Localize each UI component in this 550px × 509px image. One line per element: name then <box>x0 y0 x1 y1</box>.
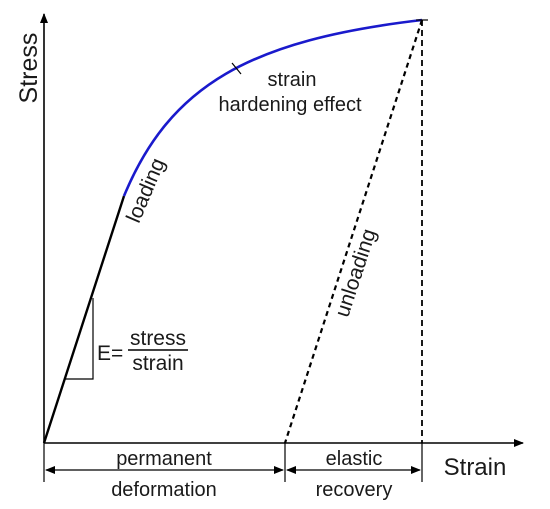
modulus-denominator: strain <box>132 352 183 375</box>
modulus-numerator: stress <box>130 327 186 350</box>
loading-line <box>42 195 126 444</box>
permanent-label-line2: deformation <box>111 479 217 501</box>
hardening-pointer <box>231 62 242 75</box>
y-axis-label: Stress <box>15 33 43 104</box>
loading-label: loading <box>122 155 170 226</box>
unloading-line <box>283 19 424 444</box>
modulus-lhs: E= <box>97 342 123 365</box>
x-axis-label: Strain <box>444 454 507 481</box>
unloading-label: unloading <box>331 226 381 320</box>
hardening-curve <box>122 18 423 197</box>
hardening-label-line2: hardening effect <box>218 94 362 116</box>
slope-triangle <box>65 298 94 380</box>
hardening-label-line1: strain <box>268 69 317 91</box>
elastic-label-line2: recovery <box>316 479 393 501</box>
permanent-label-line1: permanent <box>116 448 212 470</box>
elastic-label-line1: elastic <box>326 448 383 470</box>
